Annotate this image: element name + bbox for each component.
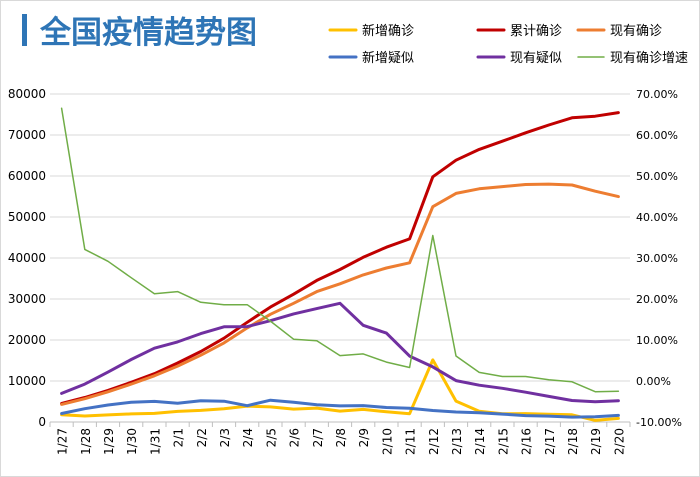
x-tick-label: 2/8 — [334, 428, 348, 447]
legend-label: 新增确诊 — [362, 23, 414, 39]
legend-label: 现有疑似 — [510, 50, 562, 66]
y-right-tick-label: 10.00% — [636, 334, 678, 347]
series-line — [60, 358, 620, 422]
y-left-tick-label: 30000 — [8, 292, 46, 306]
x-tick-label: 2/13 — [450, 428, 464, 455]
x-tick-label: 2/15 — [496, 428, 510, 455]
axes: 0 10000 20000 30000 40000 50000 60000 70000 8000… — [8, 87, 682, 455]
x-tick-label: 2/17 — [543, 428, 557, 455]
legend-label: 现有确诊 — [610, 24, 662, 39]
grid-lines — [50, 93, 630, 382]
series-line — [60, 111, 620, 405]
x-tick-label: 2/11 — [404, 428, 418, 455]
series-line — [60, 107, 620, 393]
y-left-tick-label: 20000 — [8, 333, 46, 347]
x-tick-label: 2/4 — [241, 428, 255, 447]
series-line — [60, 301, 620, 404]
y-right-tick-label: 60.00% — [636, 129, 678, 142]
series-line — [60, 182, 620, 406]
legend-label: 累计确诊 — [510, 24, 562, 39]
y-left-tick-label: 10000 — [8, 374, 46, 388]
x-tick-label: 2/2 — [195, 428, 209, 447]
x-tick-label: 2/14 — [473, 428, 487, 455]
x-tick-label: 2/12 — [427, 428, 441, 455]
title-accent-bar — [22, 14, 27, 46]
y-right-tick-label: 70.00% — [636, 88, 678, 101]
y-right-tick-label: 40.00% — [636, 211, 678, 224]
x-tick-label: 1/30 — [125, 428, 139, 455]
legend-label: 现有确诊增速 — [610, 51, 688, 66]
y-right-tick-label: 0.00% — [636, 375, 671, 388]
x-tick-label: 2/16 — [520, 428, 534, 455]
y-left-tick-label: 80000 — [8, 87, 46, 101]
x-tick-label: 2/7 — [311, 428, 325, 447]
x-tick-label: 2/20 — [612, 428, 626, 455]
x-tick-label: 2/9 — [357, 428, 371, 447]
y-right-tick-label: 50.00% — [636, 170, 678, 183]
x-tick-label: 1/31 — [148, 428, 162, 455]
series-lines — [60, 107, 620, 422]
x-tick-label: 2/1 — [172, 428, 186, 447]
y-left-tick-label: 0 — [38, 415, 46, 429]
x-tick-label: 2/18 — [566, 428, 580, 455]
x-tick-label: 1/27 — [56, 428, 70, 455]
y-right-tick-label: -10.00% — [636, 416, 682, 429]
y-left-tick-label: 40000 — [8, 251, 46, 265]
y-right-tick-label: 20.00% — [636, 293, 678, 306]
x-tick-label: 2/10 — [380, 428, 394, 455]
series-line — [60, 398, 620, 419]
legend-label: 新增疑似 — [362, 50, 414, 66]
y-left-tick-label: 70000 — [8, 128, 46, 142]
x-tick-label: 2/3 — [218, 428, 232, 447]
x-tick-label: 2/6 — [288, 428, 302, 447]
y-left-tick-label: 60000 — [8, 169, 46, 183]
x-tick-label: 1/28 — [79, 428, 93, 455]
x-tick-label: 1/29 — [102, 428, 116, 455]
y-left-tick-label: 50000 — [8, 210, 46, 224]
chart-title: 全国疫情趋势图 — [39, 15, 257, 51]
x-tick-label: 2/19 — [589, 428, 603, 455]
x-tick-label: 2/5 — [264, 428, 278, 447]
y-right-tick-label: 30.00% — [636, 252, 678, 265]
